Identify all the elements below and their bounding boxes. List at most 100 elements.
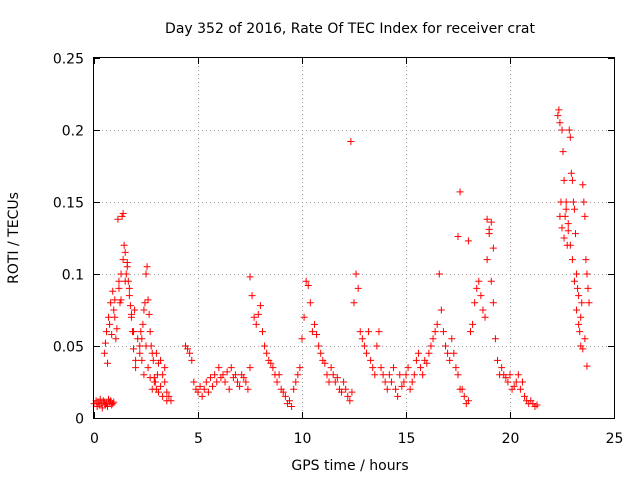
data-point xyxy=(585,299,593,307)
data-point xyxy=(263,349,271,357)
data-point xyxy=(109,287,117,295)
data-point xyxy=(108,330,116,338)
data-point xyxy=(123,263,131,271)
data-point xyxy=(325,378,333,386)
x-tick-label: 25 xyxy=(606,431,624,447)
data-point xyxy=(483,256,491,264)
data-point xyxy=(562,198,570,206)
data-point xyxy=(475,277,483,285)
data-point xyxy=(113,325,121,333)
y-tick-label: 0 xyxy=(75,412,84,428)
data-point xyxy=(579,181,587,189)
data-point xyxy=(348,388,356,396)
data-point xyxy=(288,402,296,410)
data-point xyxy=(130,345,138,353)
data-point xyxy=(302,277,310,285)
data-point xyxy=(400,378,408,386)
plot-frame xyxy=(93,57,615,419)
data-point xyxy=(487,218,495,226)
data-point xyxy=(491,335,499,343)
data-point xyxy=(304,282,312,290)
data-point xyxy=(564,220,572,228)
data-point xyxy=(213,378,221,386)
data-point xyxy=(275,371,283,379)
data-point xyxy=(556,212,564,220)
x-tick-label: 20 xyxy=(502,431,520,447)
data-point xyxy=(516,385,524,393)
data-point xyxy=(140,371,148,379)
data-point xyxy=(149,356,157,364)
data-point xyxy=(573,306,581,314)
data-point xyxy=(315,342,323,350)
data-point xyxy=(114,215,122,223)
data-point xyxy=(579,345,587,353)
data-point xyxy=(236,382,244,390)
x-tick-label: 5 xyxy=(194,431,203,447)
data-point xyxy=(248,292,256,300)
data-point xyxy=(583,362,591,370)
data-point xyxy=(377,364,385,372)
data-point xyxy=(338,388,346,396)
data-point xyxy=(261,342,269,350)
data-point xyxy=(340,378,348,386)
data-point xyxy=(560,176,568,184)
data-point xyxy=(477,292,485,300)
data-point xyxy=(99,397,107,405)
data-point xyxy=(518,378,526,386)
data-point xyxy=(481,313,489,321)
data-point xyxy=(211,371,219,379)
data-point xyxy=(564,227,572,235)
data-point xyxy=(417,364,425,372)
data-point xyxy=(402,371,410,379)
data-point xyxy=(157,356,165,364)
data-point xyxy=(448,335,456,343)
data-point xyxy=(246,273,254,281)
x-tick-label: 0 xyxy=(90,431,99,447)
data-point xyxy=(111,296,119,304)
data-point xyxy=(138,335,146,343)
data-point xyxy=(408,378,416,386)
data-point xyxy=(136,342,144,350)
data-point xyxy=(116,299,124,307)
chart-title: Day 352 of 2016, Rate Of TEC Index for r… xyxy=(165,21,535,37)
data-point xyxy=(423,359,431,367)
data-point xyxy=(512,378,520,386)
data-point xyxy=(437,306,445,314)
data-point xyxy=(294,371,302,379)
data-point xyxy=(242,378,250,386)
data-point xyxy=(406,385,414,393)
data-point xyxy=(471,299,479,307)
data-point xyxy=(117,270,125,278)
data-point xyxy=(286,397,294,405)
data-point xyxy=(154,388,162,396)
data-point xyxy=(136,349,144,357)
data-point xyxy=(554,112,562,120)
data-point xyxy=(165,392,173,400)
data-point xyxy=(118,212,126,220)
data-point xyxy=(258,328,266,336)
data-point xyxy=(323,371,331,379)
data-point xyxy=(556,119,564,127)
data-point xyxy=(306,299,314,307)
data-point xyxy=(581,212,589,220)
data-point xyxy=(310,320,318,328)
data-point xyxy=(560,234,568,242)
data-point xyxy=(163,397,171,405)
data-point xyxy=(290,385,298,393)
data-point xyxy=(373,342,381,350)
data-point xyxy=(223,368,231,376)
data-point xyxy=(521,392,529,400)
data-point xyxy=(151,378,159,386)
data-point xyxy=(356,328,364,336)
data-point xyxy=(140,306,148,314)
data-point xyxy=(504,378,512,386)
data-point xyxy=(240,374,248,382)
data-point xyxy=(578,299,586,307)
data-point xyxy=(131,306,139,314)
data-point xyxy=(514,371,522,379)
data-point xyxy=(575,320,583,328)
data-point xyxy=(115,277,123,285)
data-point xyxy=(567,169,575,177)
